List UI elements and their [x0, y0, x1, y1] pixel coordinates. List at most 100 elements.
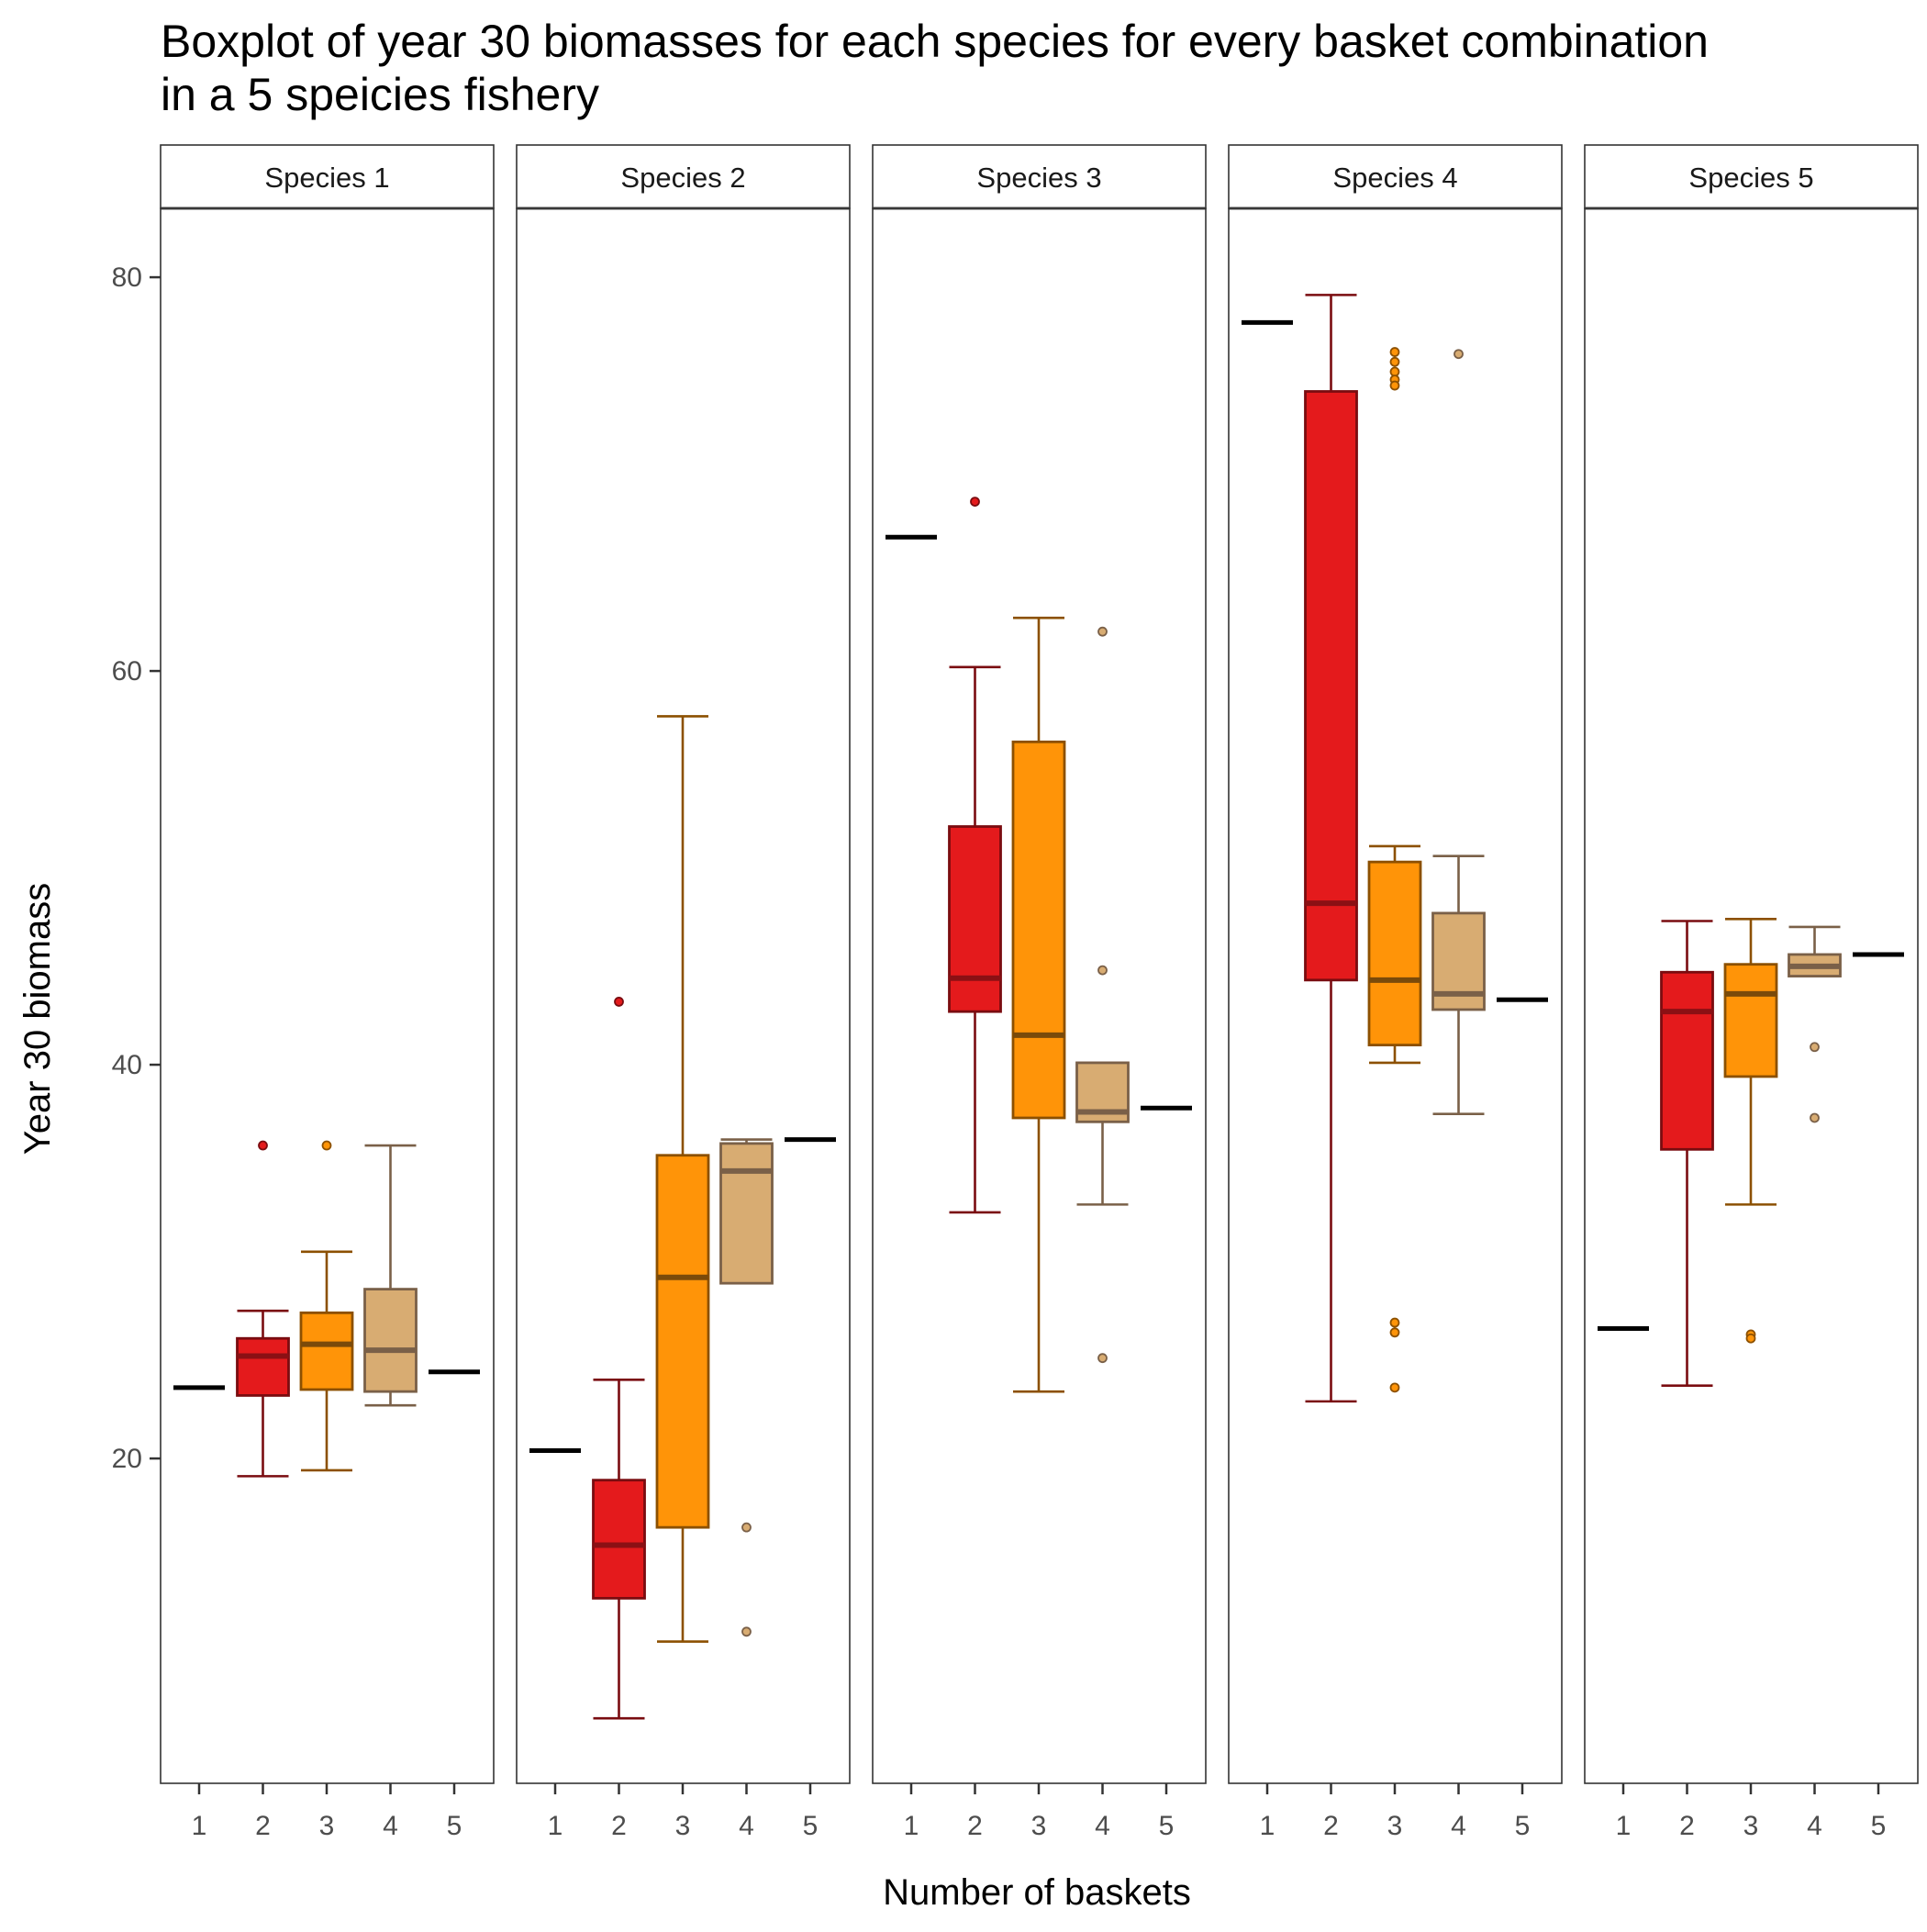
y-axis-title: Year 30 biomass	[17, 883, 58, 1155]
x-tick-label: 1	[1260, 1811, 1275, 1841]
box-species3-basket4	[1075, 626, 1130, 1364]
box-species5-basket4	[1788, 925, 1842, 1123]
y-tick-label: 80	[112, 262, 142, 293]
outlier-point	[1810, 1042, 1820, 1053]
outlier-point	[1389, 380, 1400, 391]
box-species2-basket3	[655, 715, 710, 1643]
y-axis: 20 40 60 80	[112, 262, 161, 1474]
facet-strip	[1584, 144, 1919, 209]
iqr-box	[1304, 390, 1358, 982]
outlier-point	[1097, 965, 1108, 976]
facet-strip-label: Species 3	[976, 162, 1101, 194]
outlier-point	[970, 497, 980, 508]
box-species3-basket3	[1011, 616, 1066, 1393]
x-axis-title: Number of baskets	[883, 1872, 1191, 1913]
box-species1-basket3	[299, 1140, 354, 1472]
x-tick-label: 1	[1616, 1811, 1632, 1841]
x-tick-label: 3	[1743, 1811, 1759, 1841]
x-tick-label: 5	[447, 1811, 462, 1841]
iqr-box	[655, 1154, 710, 1529]
panel-border	[160, 207, 495, 1784]
iqr-box	[299, 1311, 354, 1391]
outlier-point	[1454, 349, 1464, 360]
box-species2-basket2	[592, 997, 646, 1720]
x-tick-label: 5	[1515, 1811, 1531, 1841]
outlier-point	[1389, 347, 1400, 357]
x-tick-label: 4	[1095, 1811, 1110, 1841]
outlier-point	[1389, 1382, 1400, 1393]
outlier-point	[1810, 1112, 1820, 1123]
x-tick-label: 5	[803, 1811, 819, 1841]
facet-panel-1: Species 1 1 2 3 4 5	[160, 144, 495, 1841]
box-species5-basket3	[1723, 918, 1778, 1344]
chart-title-line-2: in a 5 speicies fishery	[161, 69, 599, 120]
iqr-box	[719, 1142, 774, 1285]
iqr-box	[1011, 740, 1066, 1120]
iqr-box	[1367, 860, 1422, 1047]
outlier-point	[1745, 1333, 1756, 1344]
iqr-box	[363, 1288, 418, 1393]
iqr-box	[1660, 970, 1714, 1151]
x-tick-label: 3	[1031, 1811, 1047, 1841]
x-tick-label: 4	[383, 1811, 398, 1841]
outlier-point	[258, 1140, 268, 1151]
x-tick-label: 4	[1807, 1811, 1822, 1841]
facet-panels: Species 1 1 2 3 4 5 Species 2 1 2 3 4 5 Species 3 1 2 3…	[160, 144, 1919, 1841]
box-species4-basket4	[1431, 349, 1486, 1115]
x-tick-label: 3	[319, 1811, 335, 1841]
facet-panel-5: Species 5 1 2 3 4 5	[1584, 144, 1919, 1841]
outlier-point	[614, 997, 624, 1007]
outlier-point	[1389, 356, 1400, 367]
x-tick-label: 4	[739, 1811, 754, 1841]
x-tick-label: 3	[1387, 1811, 1403, 1841]
outlier-point	[1389, 1327, 1400, 1338]
outlier-point	[741, 1626, 752, 1637]
chart-title-line-1: Boxplot of year 30 biomasses for each sp…	[161, 16, 1709, 67]
y-tick-label: 20	[112, 1444, 142, 1474]
box-species1-basket4	[363, 1144, 418, 1407]
outlier-point	[1097, 1353, 1108, 1364]
y-tick-label: 60	[112, 656, 142, 687]
x-tick-label: 2	[611, 1811, 627, 1841]
x-tick-label: 1	[192, 1811, 207, 1841]
box-species3-basket2	[948, 497, 1002, 1214]
x-tick-label: 1	[904, 1811, 919, 1841]
box-species4-basket3	[1367, 347, 1422, 1393]
facet-panel-2: Species 2 1 2 3 4 5	[516, 144, 851, 1841]
outlier-point	[321, 1140, 332, 1151]
outlier-point	[741, 1522, 752, 1533]
x-tick-label: 2	[967, 1811, 983, 1841]
facet-strip	[1228, 144, 1563, 209]
x-tick-label: 2	[1323, 1811, 1339, 1841]
x-tick-label: 3	[675, 1811, 691, 1841]
outlier-point	[1389, 1317, 1400, 1328]
iqr-box	[1723, 963, 1778, 1078]
iqr-box	[236, 1336, 290, 1397]
x-tick-label: 2	[255, 1811, 271, 1841]
facet-strip-label: Species 1	[264, 162, 389, 194]
outlier-point	[1389, 366, 1400, 377]
facet-panel-3: Species 3 1 2 3 4 5	[872, 144, 1207, 1841]
iqr-box	[592, 1479, 646, 1600]
y-tick-label: 40	[112, 1050, 142, 1080]
iqr-box	[948, 825, 1002, 1013]
facet-panel-4: Species 4 1 2 3 4 5	[1228, 144, 1563, 1841]
facet-strip	[160, 144, 495, 209]
x-tick-label: 5	[1159, 1811, 1175, 1841]
x-tick-label: 2	[1679, 1811, 1695, 1841]
box-species4-basket2	[1304, 294, 1358, 1403]
x-tick-label: 1	[548, 1811, 563, 1841]
facet-strip-label: Species 2	[620, 162, 745, 194]
facet-strip-label: Species 5	[1688, 162, 1813, 194]
facet-strip	[872, 144, 1207, 209]
x-tick-label: 4	[1451, 1811, 1466, 1841]
box-species2-basket4	[719, 1138, 774, 1637]
outlier-point	[1097, 626, 1108, 637]
facet-strip	[516, 144, 851, 209]
box-species1-basket2	[236, 1140, 290, 1478]
facet-strip-label: Species 4	[1332, 162, 1457, 194]
box-species5-basket2	[1660, 920, 1714, 1388]
x-tick-label: 5	[1871, 1811, 1887, 1841]
